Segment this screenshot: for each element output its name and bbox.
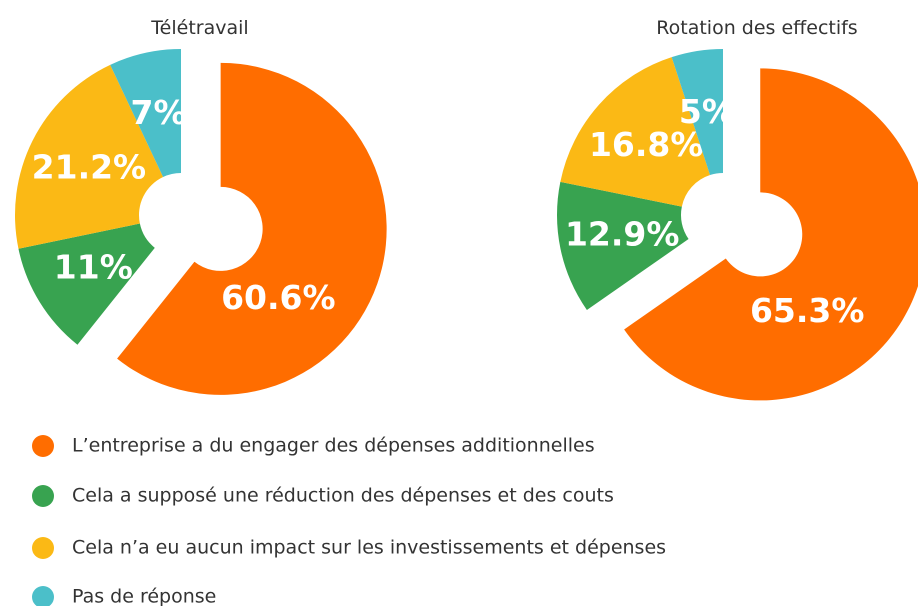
legend-swatch bbox=[32, 537, 54, 559]
slice-label: 65.3% bbox=[750, 291, 865, 330]
pie-slice bbox=[110, 49, 181, 178]
legend-label: Cela n’a eu aucun impact sur les investi… bbox=[72, 537, 666, 559]
chart-title: Rotation des effectifs bbox=[656, 17, 857, 39]
legend-label: Cela a supposé une réduction des dépense… bbox=[72, 485, 614, 507]
pie-slice bbox=[117, 62, 387, 395]
pie-slice bbox=[15, 64, 164, 249]
pie-slice bbox=[560, 57, 711, 207]
legend-label: Pas de réponse bbox=[72, 586, 216, 606]
pie-slice bbox=[18, 223, 155, 345]
legend-swatch bbox=[32, 586, 54, 606]
slice-label: 16.8% bbox=[589, 125, 704, 164]
pie-slice bbox=[557, 181, 689, 311]
pie-slice bbox=[671, 49, 723, 176]
slice-label: 7% bbox=[130, 93, 186, 132]
slice-label: 60.6% bbox=[221, 278, 336, 317]
legend-label: L’entreprise a du engager des dépenses a… bbox=[72, 435, 595, 457]
pie-slice bbox=[624, 68, 918, 401]
slice-label: 12.9% bbox=[565, 214, 680, 253]
slice-label: 11% bbox=[54, 247, 133, 286]
slice-label: 21.2% bbox=[32, 148, 147, 187]
slice-label: 5% bbox=[679, 92, 735, 131]
chart-title: Télétravail bbox=[150, 17, 248, 39]
legend-swatch bbox=[32, 435, 54, 457]
legend-swatch bbox=[32, 485, 54, 507]
